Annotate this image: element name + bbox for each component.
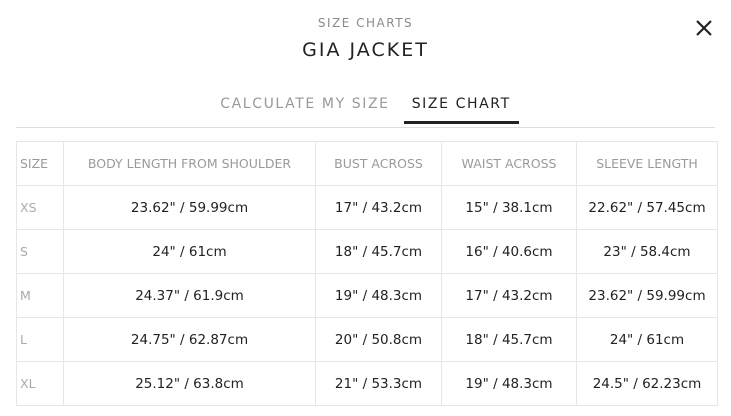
table-row: S 24" / 61cm 18" / 45.7cm 16" / 40.6cm 23" /…: [16, 229, 718, 274]
cell-body-length: 25.12" / 63.8cm: [63, 361, 316, 406]
table-row: XS 23.62" / 59.99cm 17" / 43.2cm 15" / 38.1…: [16, 185, 718, 230]
cell-size: XL: [16, 361, 64, 406]
cell-body-length: 23.62" / 59.99cm: [63, 185, 316, 230]
cell-body-length: 24.75" / 62.87cm: [63, 317, 316, 362]
cell-sleeve: 22.62" / 57.45cm: [576, 185, 718, 230]
cell-sleeve: 24" / 61cm: [576, 317, 718, 362]
tab-divider: [16, 127, 715, 128]
close-button[interactable]: [693, 17, 715, 39]
column-header-waist: WAIST ACROSS: [441, 141, 577, 186]
cell-size: M: [16, 273, 64, 318]
cell-body-length: 24" / 61cm: [63, 229, 316, 274]
cell-bust: 21" / 53.3cm: [315, 361, 442, 406]
cell-waist: 19" / 48.3cm: [441, 361, 577, 406]
cell-bust: 17" / 43.2cm: [315, 185, 442, 230]
table-row: L 24.75" / 62.87cm 20" / 50.8cm 18" / 45.7c…: [16, 317, 718, 362]
cell-waist: 16" / 40.6cm: [441, 229, 577, 274]
tab-bar: CALCULATE MY SIZE SIZE CHART: [0, 96, 731, 124]
modal-subtitle: SIZE CHARTS: [317, 16, 414, 30]
table-row: XL 25.12" / 63.8cm 21" / 53.3cm 19" / 48.3c…: [16, 361, 718, 406]
cell-waist: 17" / 43.2cm: [441, 273, 577, 318]
column-header-size: SIZE: [16, 141, 64, 186]
close-x-icon: [696, 20, 712, 36]
column-header-sleeve: SLEEVE LENGTH: [576, 141, 718, 186]
cell-bust: 20" / 50.8cm: [315, 317, 442, 362]
size-chart-table: SIZE BODY LENGTH FROM SHOULDER BUST ACRO…: [16, 141, 718, 406]
tab-calculate-my-size[interactable]: CALCULATE MY SIZE: [220, 96, 390, 112]
table-header-row: SIZE BODY LENGTH FROM SHOULDER BUST ACRO…: [16, 141, 718, 186]
tab-size-chart[interactable]: SIZE CHART: [403, 96, 519, 124]
cell-waist: 18" / 45.7cm: [441, 317, 577, 362]
cell-sleeve: 23" / 58.4cm: [576, 229, 718, 274]
cell-bust: 18" / 45.7cm: [315, 229, 442, 274]
cell-size: XS: [16, 185, 64, 230]
column-header-body-length: BODY LENGTH FROM SHOULDER: [63, 141, 316, 186]
cell-bust: 19" / 48.3cm: [315, 273, 442, 318]
cell-body-length: 24.37" / 61.9cm: [63, 273, 316, 318]
cell-size: L: [16, 317, 64, 362]
product-title: GIA JACKET: [302, 39, 429, 61]
cell-sleeve: 23.62" / 59.99cm: [576, 273, 718, 318]
column-header-bust: BUST ACROSS: [315, 141, 442, 186]
cell-waist: 15" / 38.1cm: [441, 185, 577, 230]
cell-sleeve: 24.5" / 62.23cm: [576, 361, 718, 406]
cell-size: S: [16, 229, 64, 274]
table-row: M 24.37" / 61.9cm 19" / 48.3cm 17" / 43.2cm…: [16, 273, 718, 318]
